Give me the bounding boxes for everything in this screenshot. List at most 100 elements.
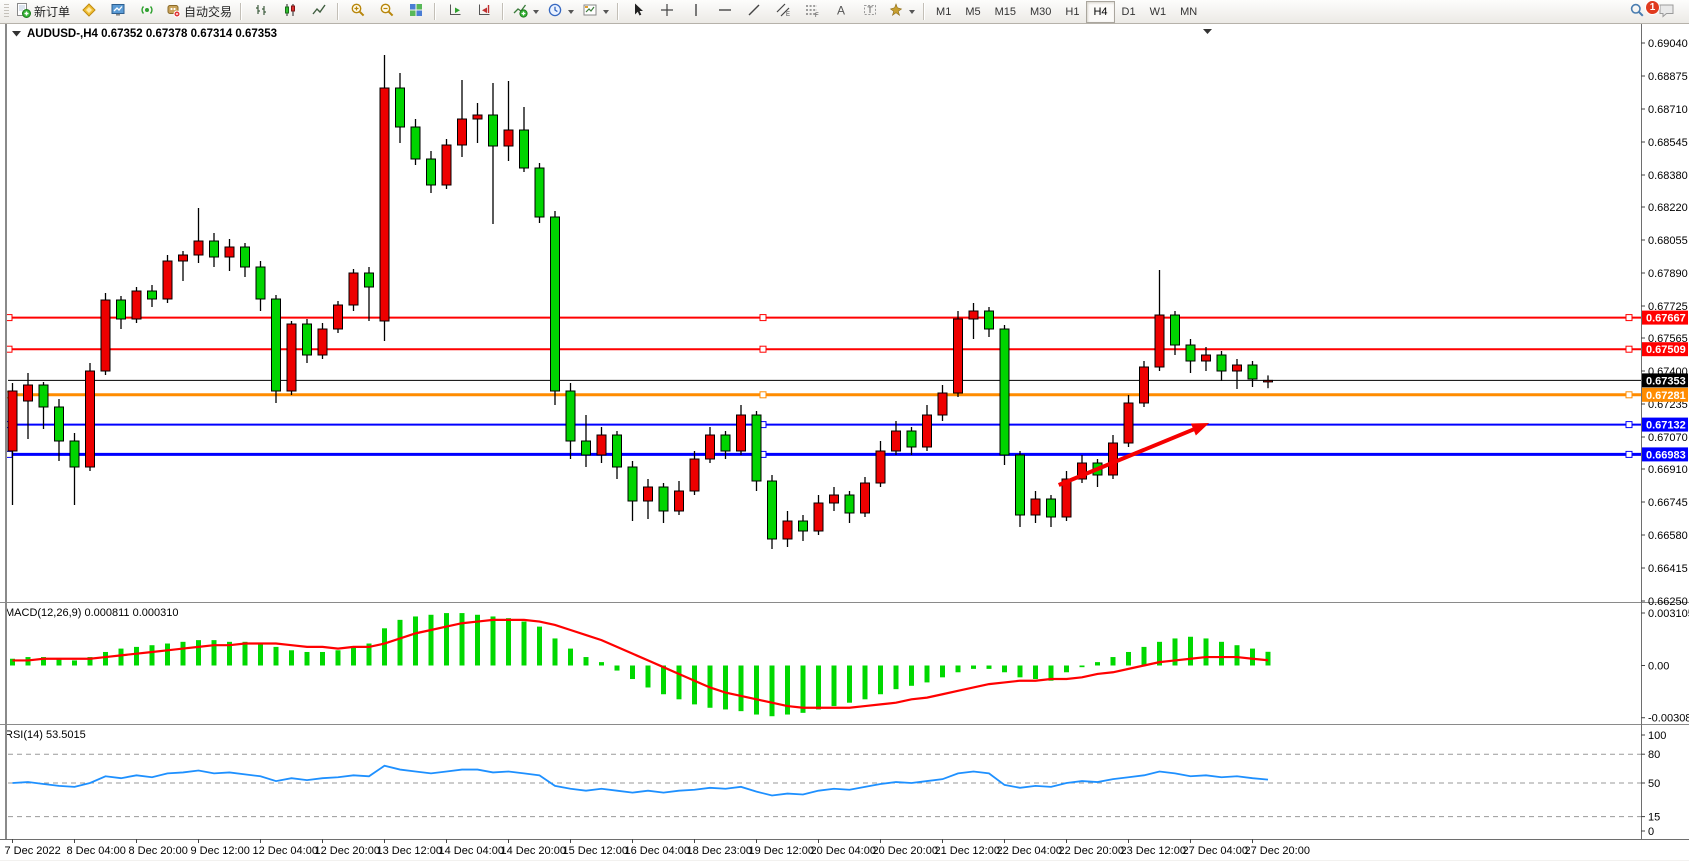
algo-trading-button[interactable]: 自动交易 (161, 1, 236, 23)
price-tick-label: 0.66250 (1648, 596, 1688, 608)
search-button[interactable] (1622, 1, 1651, 23)
horizontal-line-button[interactable] (710, 1, 739, 23)
horizontal-line-objects (5, 314, 1641, 458)
price-axis[interactable]: 0.69040 0.68875 0.68710 0.68545 0.68380 0.682… (1641, 24, 1689, 839)
line-handle[interactable] (759, 345, 767, 353)
candle-body (922, 414, 932, 448)
templates-dropdown-caret (603, 9, 610, 14)
hline-0.66983[interactable] (5, 450, 1641, 458)
time-tick-label: 13 Dec 12:00 (377, 845, 442, 857)
periods-dropdown-caret (568, 9, 575, 14)
candle-body (1077, 462, 1087, 480)
candle-68 (1061, 471, 1072, 521)
candle-body (286, 323, 297, 392)
text-label-button[interactable]: T (855, 1, 884, 23)
candle-6 (100, 293, 111, 375)
tile-windows-icon (408, 2, 424, 21)
arrow-head[interactable] (1190, 423, 1210, 436)
timeframe-d1[interactable]: D1 (1121, 5, 1136, 18)
candle-73 (1139, 361, 1149, 407)
bar-chart-button[interactable] (246, 1, 275, 23)
chart-dropdown-caret[interactable] (1203, 29, 1212, 34)
timeframe-m1[interactable]: M1 (936, 5, 952, 18)
signals-button[interactable] (132, 1, 161, 23)
notifications-button[interactable]: 1 (1645, 0, 1680, 23)
line-handle[interactable] (1625, 421, 1633, 429)
timeframe-h1[interactable]: H1 (1065, 5, 1080, 18)
price-badge-0.67132: 0.67132 (1642, 417, 1688, 432)
timeframe-m5[interactable]: M5 (965, 5, 981, 18)
candle-body (162, 260, 173, 300)
hline-0.67132[interactable] (5, 421, 1641, 429)
tile-windows-button[interactable] (401, 1, 430, 23)
candle-11 (178, 251, 188, 281)
candle-body (472, 114, 483, 120)
macd-bar (1110, 657, 1116, 666)
metaeditor-button[interactable] (74, 1, 103, 23)
crosshair-icon (659, 2, 675, 21)
timeframe-h4[interactable]: H4 (1086, 0, 1115, 23)
time-tick-label: 12 Dec 04:00 (253, 845, 318, 857)
line-handle[interactable] (1625, 345, 1633, 353)
line-handle[interactable] (1625, 450, 1633, 458)
chart-shift-button[interactable] (469, 1, 498, 23)
timeframe-mn[interactable]: MN (1180, 5, 1198, 18)
candle-body (1154, 314, 1165, 368)
candle-body (1232, 364, 1242, 372)
arrow-shaft[interactable] (1057, 424, 1202, 487)
candlestick-chart-button[interactable] (275, 1, 304, 23)
macd-bar (645, 665, 651, 688)
hline-0.67667[interactable] (5, 314, 1641, 322)
templates-button[interactable] (578, 1, 613, 23)
trend-arrow[interactable] (1057, 423, 1210, 487)
price-tick-label: 0.67890 (1648, 268, 1688, 280)
zoom-in-button[interactable] (343, 1, 372, 23)
line-handle[interactable] (1625, 314, 1633, 322)
candle-body (1216, 354, 1227, 372)
market-button[interactable] (103, 1, 132, 23)
time-tick-label: 14 Dec 20:00 (501, 845, 566, 857)
timeframe-m30[interactable]: M30 (1030, 5, 1052, 18)
text-button[interactable]: A (826, 1, 855, 23)
candle-19 (302, 319, 312, 363)
auto-scroll-button[interactable] (440, 1, 469, 23)
line-handle[interactable] (759, 391, 767, 399)
periods-button[interactable] (543, 1, 578, 23)
fibonacci-button[interactable]: F (797, 1, 826, 23)
candle-body (38, 384, 49, 408)
time-axis[interactable]: 7 Dec 2022 8 Dec 04:00 8 Dec 20:00 9 Dec 12… (0, 839, 1689, 861)
chart-window[interactable]: MACD(12,26,9) 0.000811 0.000310 RSI(14) 5… (0, 24, 1689, 861)
candle-body (209, 240, 219, 258)
hline-0.67281[interactable] (5, 391, 1641, 399)
hline-0.67509[interactable] (5, 345, 1641, 353)
audusd-h4-chart[interactable]: MACD(12,26,9) 0.000811 0.000310 RSI(14) 5… (0, 24, 1689, 861)
macd-bar (878, 665, 883, 695)
candle-body (767, 480, 777, 540)
channel-button[interactable]: E (768, 1, 797, 23)
timeframe-w1[interactable]: W1 (1149, 5, 1167, 18)
line-chart-button[interactable] (304, 1, 333, 23)
candle-66 (1030, 491, 1041, 523)
indicators-dropdown-caret (533, 9, 540, 14)
candle-body (69, 440, 80, 468)
price-badge-bg (1642, 417, 1688, 432)
zoom-out-button[interactable] (372, 1, 401, 23)
macd-bar (56, 658, 62, 666)
timeframe-m15[interactable]: M15 (994, 5, 1016, 18)
candle-59 (922, 405, 932, 451)
line-handle[interactable] (759, 314, 767, 322)
candle-body (689, 458, 700, 492)
trendline-button[interactable] (739, 1, 768, 23)
line-handle[interactable] (1625, 391, 1633, 399)
new-order-button[interactable]: 新订单 (11, 1, 74, 23)
macd-bar (413, 616, 418, 666)
one-click-trading-toggle[interactable] (12, 31, 21, 37)
vertical-line-button[interactable] (681, 1, 710, 23)
zoom-in-icon (350, 2, 366, 21)
crosshair-button[interactable] (652, 1, 681, 23)
cursor-button[interactable] (623, 1, 652, 23)
new-order-label: 新订单 (34, 5, 71, 19)
indicators-button[interactable] (508, 1, 543, 23)
candle-78 (1216, 351, 1227, 381)
arrows-button[interactable] (884, 1, 919, 23)
